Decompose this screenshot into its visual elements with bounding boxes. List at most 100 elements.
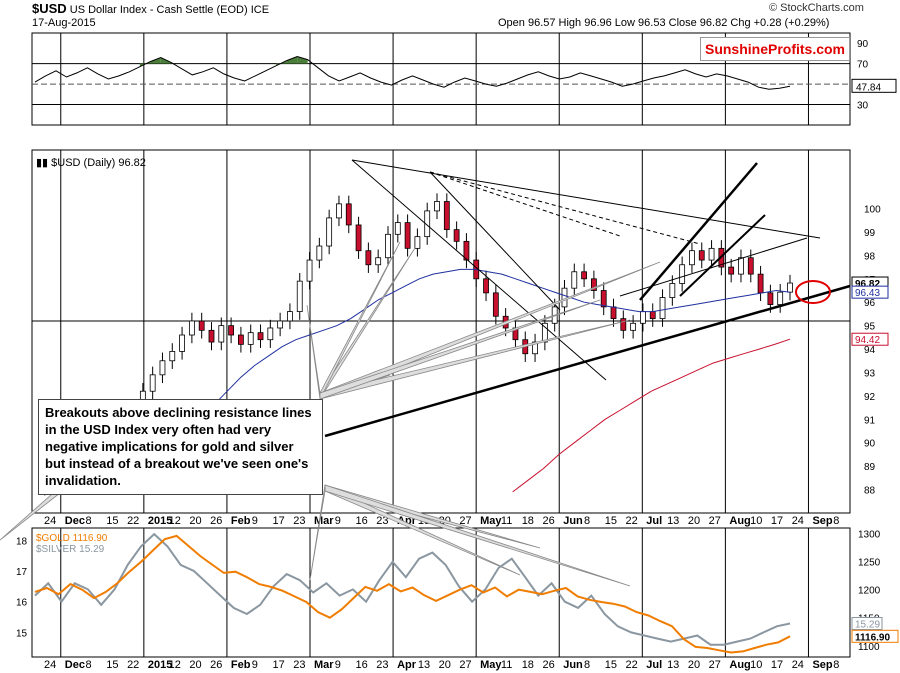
x-tick-label: 27 <box>709 659 721 671</box>
trend-line <box>429 171 701 245</box>
symbol: $USD <box>32 1 67 16</box>
x-tick-label: 20 <box>439 659 451 671</box>
usd-tick-label: 91 <box>864 415 876 426</box>
usd-candle <box>600 290 607 308</box>
usd-candle <box>169 351 176 362</box>
usd-tick-label: 90 <box>864 439 876 450</box>
trend-line <box>351 159 821 239</box>
usd-candle <box>306 259 313 282</box>
rsi-line <box>34 55 791 90</box>
x-tick-label: 2015 <box>148 515 172 527</box>
x-tick-label: 8 <box>86 659 92 671</box>
panel-frame-gs <box>31 527 851 658</box>
usd-candle <box>630 322 637 331</box>
usd-candle <box>787 282 793 293</box>
x-tick-label: Apr <box>397 659 417 671</box>
copyright: © StockCharts.com <box>769 2 864 14</box>
silver-tick-label: 16 <box>16 598 28 609</box>
rsi-tick-label: 30 <box>857 101 869 112</box>
usd-ma200-line <box>512 338 791 493</box>
x-tick-label: 13 <box>667 515 679 527</box>
rsi-value-label: 47.84 <box>856 82 881 93</box>
usd-candle <box>561 287 568 308</box>
usd-candle <box>208 329 215 343</box>
x-tick-label: 26 <box>542 515 554 527</box>
x-tick-label: 27 <box>459 659 471 671</box>
x-tick-label: 9 <box>252 515 258 527</box>
usd-candle <box>385 233 391 259</box>
x-tick-label: 26 <box>210 659 222 671</box>
usd-candle <box>414 236 421 249</box>
x-tick-label: 8 <box>86 515 92 527</box>
x-tick-label: Sep <box>812 659 832 671</box>
usd-candle <box>571 271 578 289</box>
usd-candle <box>267 327 274 341</box>
usd-candle <box>394 222 401 235</box>
x-tick-label: 13 <box>418 659 430 671</box>
x-tick-label: 9 <box>252 659 258 671</box>
usd-candle <box>198 320 205 331</box>
usd-candle <box>355 224 362 252</box>
usd-candle <box>159 360 166 376</box>
x-tick-label: Dec <box>65 659 85 671</box>
usd-candle <box>669 283 676 298</box>
x-tick-label: 20 <box>189 515 201 527</box>
rsi-overbought-fill <box>150 57 161 64</box>
usd-candle <box>316 245 323 261</box>
rsi-tick-label: 90 <box>857 39 869 50</box>
usd-candle <box>345 203 352 226</box>
trend-line <box>619 237 808 297</box>
usd-candle <box>590 278 597 291</box>
usd-candle <box>747 257 754 275</box>
rsi-overbought-fill <box>286 56 298 64</box>
x-tick-label: Feb <box>231 515 251 527</box>
usd-candle <box>640 311 646 324</box>
silver-tick-label: 17 <box>16 567 28 578</box>
x-tick-label: Jul <box>646 659 662 671</box>
x-tick-label: Jun <box>563 515 583 527</box>
brand-logo[interactable]: SunshineProfits.com <box>700 37 850 61</box>
silver-tick-label: 18 <box>16 536 28 547</box>
usd-tick-label: 96 <box>864 298 876 309</box>
x-tick-label: 11 <box>501 515 512 527</box>
x-tick-label: 10 <box>750 515 762 527</box>
usd-tick-label: 92 <box>864 392 876 403</box>
silver-value-box <box>851 617 883 631</box>
silver-line <box>34 532 791 646</box>
usd-tick-label: 100 <box>864 205 881 216</box>
usd-tick-label: 98 <box>864 251 876 262</box>
x-tick-label: 12 <box>169 659 181 671</box>
x-tick-label: 27 <box>459 515 471 527</box>
x-tick-label: 13 <box>667 659 679 671</box>
x-tick-label: 22 <box>127 659 139 671</box>
x-tick-label: 8 <box>833 659 839 671</box>
gold-value-box <box>851 629 899 643</box>
annotation-callout: Breakouts above declining resistance lin… <box>38 399 323 495</box>
callout-pointer <box>309 484 326 581</box>
x-tick-label: May <box>480 659 502 671</box>
x-tick-label: 17 <box>771 515 783 527</box>
usd-candle <box>228 325 235 336</box>
usd-candle <box>434 201 440 212</box>
usd-candle <box>492 292 499 317</box>
usd-value-box <box>851 285 889 299</box>
x-tick-label: 8 <box>833 515 839 527</box>
trend-line <box>351 159 607 381</box>
usd-candle <box>698 250 705 261</box>
usd-candle <box>238 334 244 345</box>
x-tick-label: 2015 <box>148 659 172 671</box>
trend-line <box>429 171 561 311</box>
gold-tick-label: 1100 <box>858 642 880 653</box>
usd-candle <box>179 334 185 352</box>
usd-candle <box>443 201 450 231</box>
usd-tick-label: 99 <box>864 228 876 239</box>
gold-line <box>34 534 791 654</box>
x-tick-label: 22 <box>127 515 139 527</box>
usd-candle <box>659 297 666 320</box>
x-tick-label: 17 <box>272 659 284 671</box>
usd-tick-label: 94 <box>864 345 876 356</box>
usd-candle <box>649 311 656 320</box>
x-tick-label: Aug <box>729 659 750 671</box>
usd-value-box <box>851 332 889 346</box>
usd-candle <box>424 210 431 238</box>
